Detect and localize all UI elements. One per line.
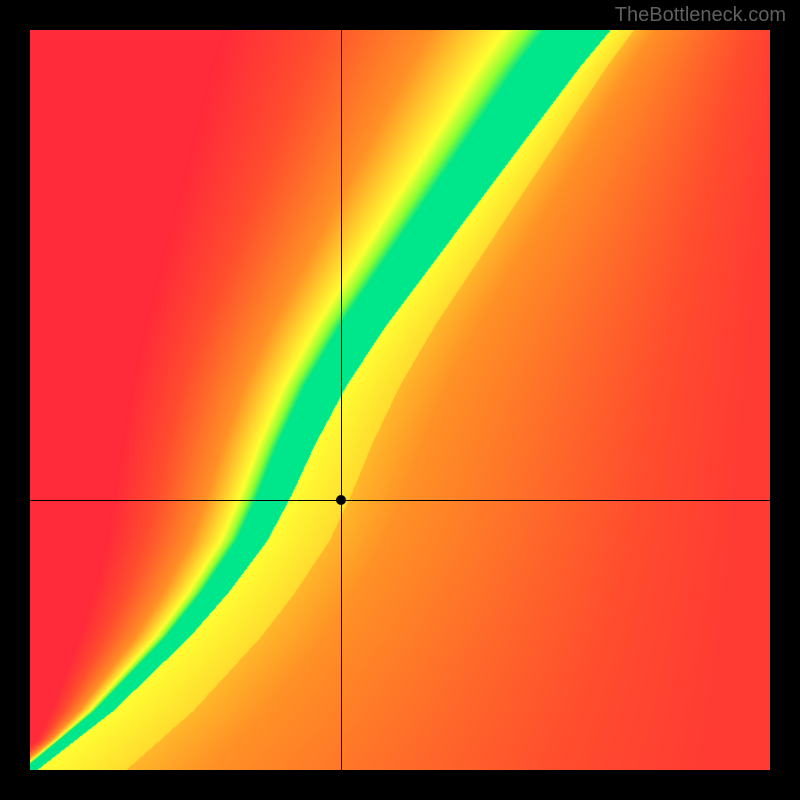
crosshair-vertical [341,30,342,770]
watermark-text: TheBottleneck.com [615,4,786,27]
selection-marker [336,495,346,505]
crosshair-horizontal [30,500,770,501]
heatmap-canvas [30,30,770,770]
bottleneck-heatmap [30,30,770,770]
